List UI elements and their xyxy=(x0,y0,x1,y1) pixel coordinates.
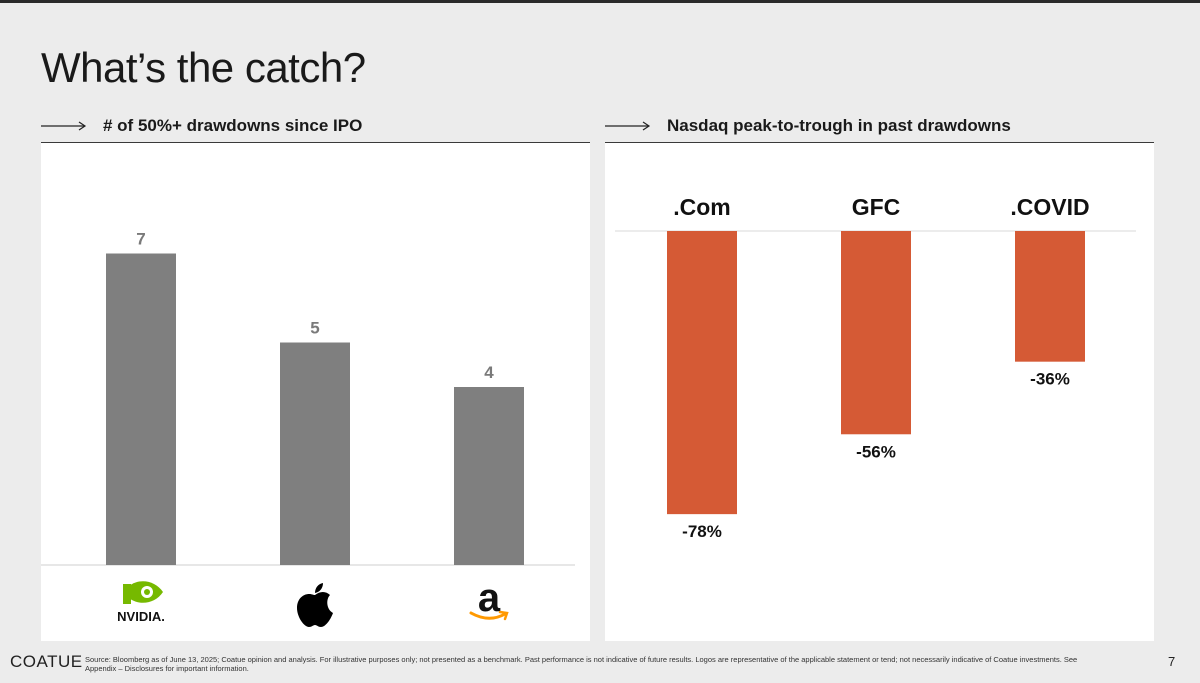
drawdowns-bar-chart: 7 5 4 NVIDIA. a xyxy=(41,230,575,627)
bar-com xyxy=(667,231,737,515)
left-chart-panel: 7 5 4 NVIDIA. a xyxy=(41,142,590,641)
bar-nvidia xyxy=(106,253,176,565)
category-label-com: .Com xyxy=(673,194,731,220)
amazon-logo-icon: a xyxy=(469,576,509,621)
category-label-gfc: GFC xyxy=(852,194,901,220)
page-title: What’s the catch? xyxy=(41,44,366,91)
bar-value-label-apple: 5 xyxy=(310,319,319,338)
right-chart-panel: .Com GFC .COVID -78% -56% -36% xyxy=(605,142,1154,641)
arrow-right-icon xyxy=(605,121,651,131)
apple-logo-icon xyxy=(297,583,333,627)
category-label-covid: .COVID xyxy=(1010,194,1089,220)
bar-gfc xyxy=(841,231,911,435)
footer-logo: COATUE xyxy=(10,652,83,671)
amazon-logo-letter: a xyxy=(478,576,501,620)
left-chart-heading: # of 50%+ drawdowns since IPO xyxy=(41,116,362,136)
bar-value-label-covid: -36% xyxy=(1030,370,1070,389)
bar-covid xyxy=(1015,231,1085,362)
nasdaq-bar-chart: .Com GFC .COVID -78% -56% -36% xyxy=(615,194,1136,541)
bar-value-label-gfc: -56% xyxy=(856,442,896,461)
left-chart-title: # of 50%+ drawdowns since IPO xyxy=(103,116,363,135)
arrow-right-icon xyxy=(41,121,87,131)
bar-value-label-amazon: 4 xyxy=(484,363,494,382)
bar-value-label-nvidia: 7 xyxy=(136,230,145,249)
right-chart-heading: Nasdaq peak-to-trough in past drawdowns xyxy=(605,116,1011,136)
page-number: 7 xyxy=(1168,654,1176,669)
bar-amazon xyxy=(454,387,524,565)
nvidia-logo-icon: NVIDIA. xyxy=(117,581,165,624)
bar-value-label-com: -78% xyxy=(682,522,722,541)
nvidia-logo-text: NVIDIA. xyxy=(117,609,165,624)
footer-note: Source: Bloomberg as of June 13, 2025; C… xyxy=(85,655,1078,673)
top-bar xyxy=(0,0,1200,3)
bar-apple xyxy=(280,342,350,565)
right-chart-title: Nasdaq peak-to-trough in past drawdowns xyxy=(667,116,1011,135)
